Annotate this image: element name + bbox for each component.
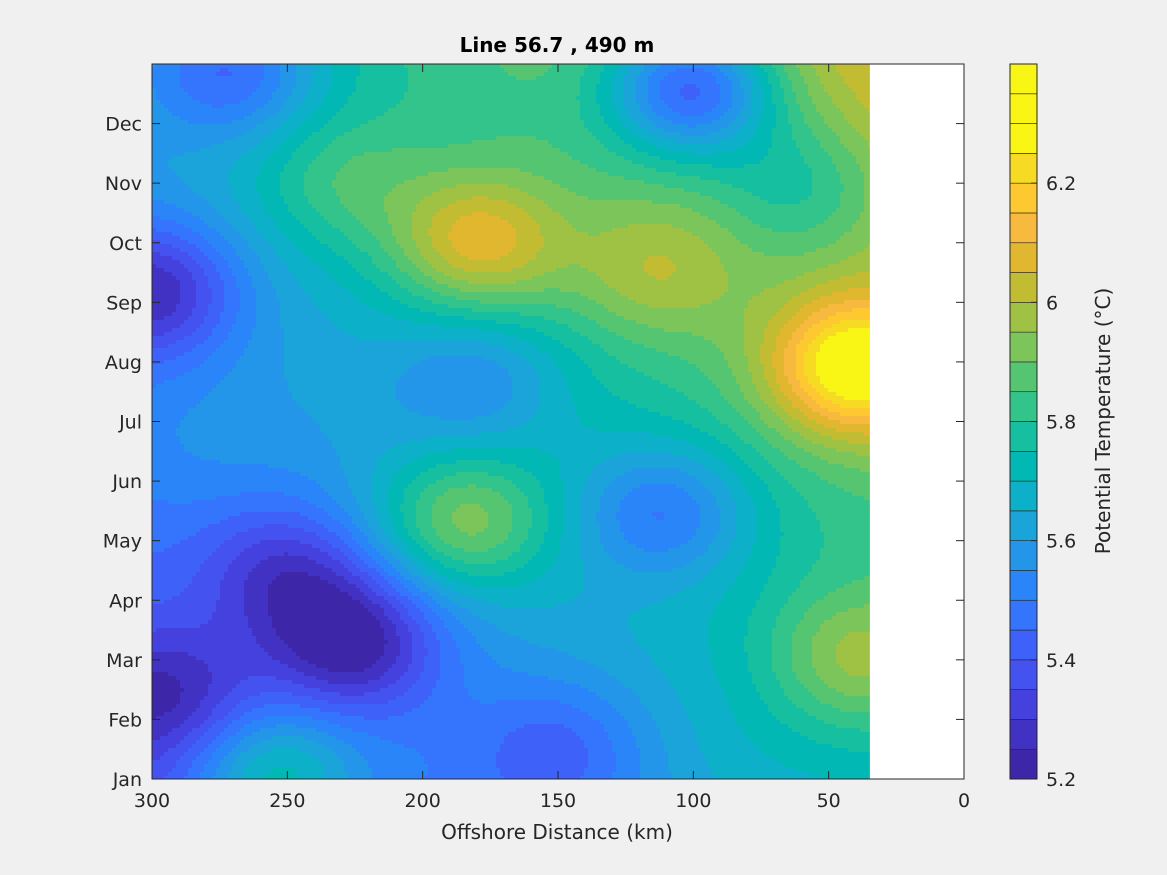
x-tick-label: 300 — [134, 790, 170, 812]
colorbar-tick-label: 5.8 — [1046, 412, 1076, 434]
y-tick-label: Dec — [105, 114, 142, 136]
colorbar-swatch — [1009, 480, 1038, 512]
colorbar-swatch — [1009, 659, 1038, 690]
colorbar-swatch — [1009, 570, 1038, 601]
contour-field — [152, 64, 870, 779]
y-tick-label: Jun — [111, 471, 142, 493]
x-axis: 300 250 200 150 100 50 0 — [134, 64, 970, 812]
colorbar-swatch — [1009, 391, 1038, 422]
colorbar: 5.2 5.4 5.6 5.8 6 6.2 — [1009, 63, 1076, 791]
colorbar-swatch — [1009, 242, 1038, 273]
colorbar-swatch — [1009, 153, 1038, 184]
y-tick-label: Mar — [106, 650, 142, 672]
colorbar-swatch — [1009, 629, 1038, 661]
colorbar-tick-label: 5.2 — [1046, 769, 1076, 791]
colorbar-swatch — [1009, 689, 1038, 720]
x-tick-label: 250 — [269, 790, 305, 812]
colorbar-swatch — [1009, 331, 1038, 363]
colorbar-swatch — [1009, 182, 1038, 214]
colorbar-tick-label: 6.2 — [1046, 173, 1076, 195]
x-tick-label: 100 — [675, 790, 711, 812]
colorbar-tick-label: 6 — [1046, 292, 1058, 314]
colorbar-swatch — [1009, 302, 1038, 333]
x-axis-label: Offshore Distance (km) — [441, 820, 673, 844]
colorbar-tick-label: 5.4 — [1046, 650, 1076, 672]
chart-title: Line 56.7 , 490 m — [460, 33, 655, 57]
colorbar-label: Potential Temperature (°C) — [1091, 288, 1115, 555]
y-tick-label: Nov — [105, 173, 142, 195]
y-tick-label: Aug — [105, 352, 142, 374]
colorbar-swatch — [1009, 450, 1038, 482]
y-tick-label: Jul — [118, 412, 142, 434]
colorbar-swatch — [1009, 719, 1038, 750]
y-axis: Jan Feb Mar Apr May Jun Jul Aug Sep Oct Nov Dec — [103, 114, 964, 791]
colorbar-swatch — [1009, 421, 1038, 452]
colorbar-swatch — [1009, 212, 1038, 244]
colorbar-swatch — [1009, 510, 1038, 541]
y-tick-label: Jan — [112, 769, 142, 791]
colorbar-swatch — [1009, 361, 1038, 393]
colorbar-tick-label: 5.6 — [1046, 531, 1076, 553]
colorbar-swatch — [1009, 540, 1038, 571]
x-tick-label: 0 — [958, 790, 970, 812]
y-tick-label: Oct — [109, 233, 142, 255]
colorbar-swatch — [1009, 748, 1038, 780]
y-tick-label: Sep — [106, 292, 142, 314]
colorbar-swatch — [1009, 272, 1038, 303]
colorbar-swatch — [1009, 599, 1038, 631]
y-tick-label: Feb — [108, 709, 142, 731]
x-tick-label: 50 — [817, 790, 841, 812]
x-tick-label: 150 — [540, 790, 576, 812]
x-tick-label: 200 — [405, 790, 441, 812]
colorbar-swatch — [1009, 123, 1038, 154]
y-tick-label: May — [103, 531, 142, 553]
colorbar-swatch — [1009, 63, 1038, 95]
colorbar-swatch — [1009, 93, 1038, 124]
y-tick-label: Apr — [109, 590, 142, 612]
